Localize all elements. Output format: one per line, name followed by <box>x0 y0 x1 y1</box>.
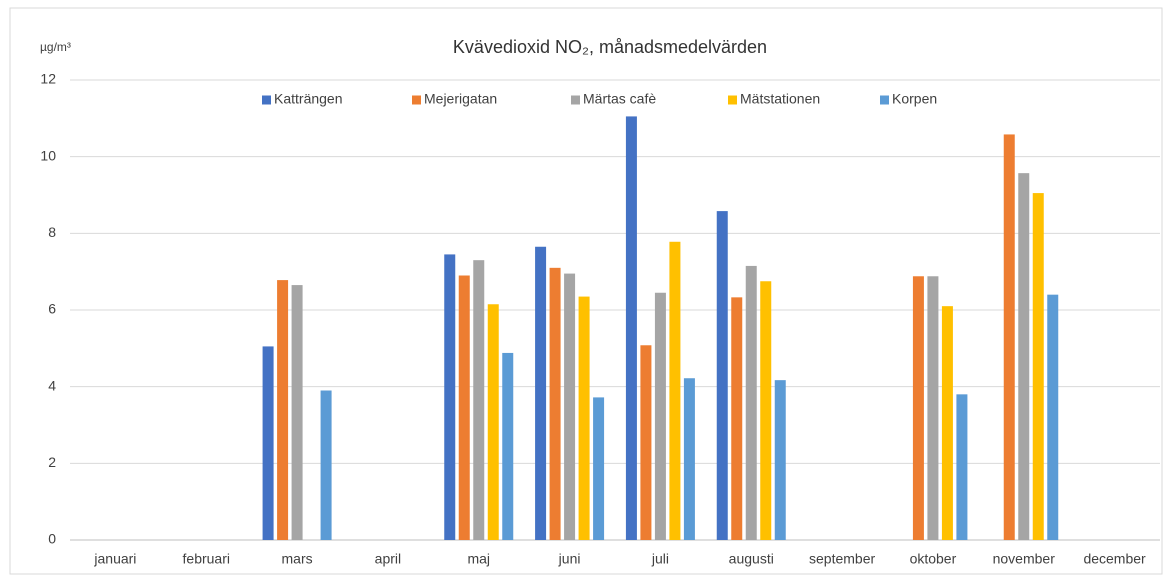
legend-label: Katträngen <box>274 91 343 107</box>
bar <box>912 276 924 540</box>
bar <box>731 297 743 540</box>
x-tick-label: juni <box>558 551 581 567</box>
legend-swatch <box>728 95 737 105</box>
legend-swatch <box>412 95 421 105</box>
bar <box>593 397 605 540</box>
bar <box>625 116 637 541</box>
bar <box>654 292 666 540</box>
bar <box>640 345 652 540</box>
legend-label: Mejerigatan <box>424 91 497 107</box>
chart-title: Kvävedioxid NO₂, månadsmedelvärden <box>453 37 767 57</box>
bar <box>473 260 485 540</box>
y-tick-label: 8 <box>48 224 56 240</box>
y-unit-label: µg/m³ <box>40 40 71 54</box>
y-tick-label: 6 <box>48 301 56 317</box>
bar <box>535 246 547 540</box>
bar <box>458 275 470 540</box>
bar <box>1032 193 1044 541</box>
x-tick-label: januari <box>93 551 136 567</box>
bar <box>291 285 303 540</box>
bar <box>564 273 576 540</box>
x-tick-label: november <box>993 551 1056 567</box>
bar <box>487 304 499 540</box>
bar <box>774 380 786 540</box>
bar <box>1018 173 1030 540</box>
x-tick-label: augusti <box>729 551 774 567</box>
y-tick-label: 12 <box>40 71 56 87</box>
bar <box>502 352 514 540</box>
bar <box>320 390 332 540</box>
bar <box>683 378 695 540</box>
bar <box>549 267 561 540</box>
bar <box>1003 134 1015 540</box>
bar <box>941 306 953 540</box>
legend-swatch <box>571 95 580 105</box>
bar <box>444 254 456 540</box>
y-tick-label: 0 <box>48 531 56 547</box>
x-tick-label: maj <box>467 551 490 567</box>
x-tick-label: februari <box>183 551 230 567</box>
bar <box>927 276 939 540</box>
x-tick-label: september <box>809 551 875 567</box>
x-tick-label: juli <box>651 551 669 567</box>
y-tick-label: 10 <box>40 147 56 163</box>
x-tick-label: april <box>375 551 401 567</box>
bar <box>956 394 968 540</box>
legend-swatch <box>262 95 271 105</box>
x-tick-label: oktober <box>910 551 957 567</box>
legend-label: Märtas cafè <box>583 91 656 107</box>
bar <box>578 296 590 540</box>
legend-swatch <box>880 95 889 105</box>
y-tick-label: 2 <box>48 454 56 470</box>
legend-label: Mätstationen <box>740 91 820 107</box>
bar <box>277 280 289 540</box>
legend-label: Korpen <box>892 91 937 107</box>
bar <box>745 265 757 540</box>
bar <box>669 241 681 540</box>
y-tick-label: 4 <box>48 377 56 393</box>
chart-border <box>9 7 1163 575</box>
x-tick-label: mars <box>282 551 313 567</box>
bar <box>262 346 274 540</box>
x-tick-label: december <box>1083 551 1146 567</box>
bar <box>760 281 772 540</box>
bar <box>1047 294 1059 540</box>
bar <box>716 211 728 540</box>
